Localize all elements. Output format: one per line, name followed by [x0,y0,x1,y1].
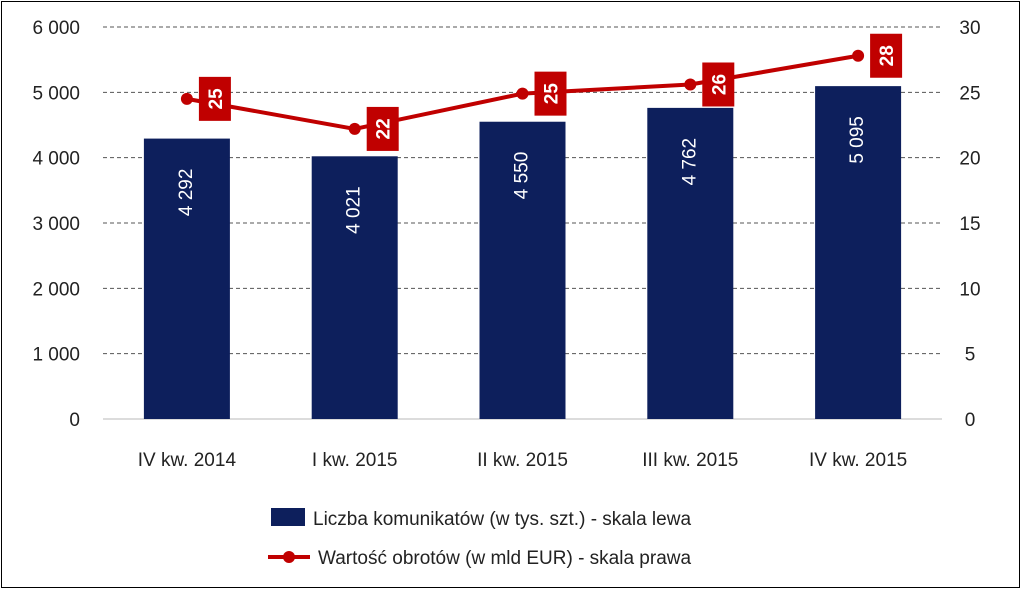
legend-line-label: Wartość obrotów (w mld EUR) - skala praw… [318,548,691,569]
line-data-label-box [702,62,735,107]
left-axis-tick-label: 2 000 [32,279,80,300]
bar [815,86,902,420]
bar-data-label: 5 095 [847,116,868,164]
bar-data-label: 4 762 [679,138,700,186]
line-data-label-box [198,76,231,121]
left-axis-tick-label: 1 000 [32,345,80,366]
bar [311,156,398,419]
right-axis-tick-label: 5 [965,345,976,366]
line-data-label-box [534,71,567,116]
right-axis-tick-label: 0 [965,410,976,431]
line-data-label: 25 [206,88,227,110]
bar [647,107,734,420]
line-point [684,78,697,91]
line-point [180,92,193,105]
line-point [348,122,361,135]
right-axis-tick-label: 10 [959,279,980,300]
line-point [852,49,865,62]
line-data-label-box [366,106,399,151]
left-axis-tick-label: 3 000 [32,214,80,235]
x-axis-category-label: I kw. 2015 [312,450,398,471]
x-axis-category-label: III kw. 2015 [642,450,738,471]
left-axis-tick-label: 0 [69,410,80,431]
right-axis-tick-label: 25 [959,83,980,104]
bar [143,138,230,419]
legend-line-marker [283,551,295,563]
bar [479,121,566,419]
x-axis-category-label: II kw. 2015 [477,450,568,471]
right-axis-tick-label: 30 [959,18,980,39]
line-data-label: 25 [542,83,563,105]
left-axis-tick-label: 5 000 [32,83,80,104]
right-axis-tick-label: 20 [959,149,980,170]
line-data-label: 22 [374,118,395,139]
bar-data-label: 4 550 [512,152,533,200]
legend-bar-label: Liczba komunikatów (w tys. szt.) - skala… [313,509,691,530]
bar-data-label: 4 292 [176,169,197,217]
x-axis-category-label: IV kw. 2014 [138,450,237,471]
x-axis-category-label: IV kw. 2015 [809,450,907,471]
left-axis-tick-label: 6 000 [32,18,80,39]
right-axis-tick-label: 15 [959,214,980,235]
bar-data-label: 4 021 [344,186,365,234]
legend-bar-swatch [271,508,305,526]
line-data-label: 28 [877,45,898,66]
line-point [516,87,529,100]
left-axis-tick-label: 4 000 [32,149,80,170]
line-data-label-box [870,33,903,78]
line-data-label: 26 [709,74,730,95]
